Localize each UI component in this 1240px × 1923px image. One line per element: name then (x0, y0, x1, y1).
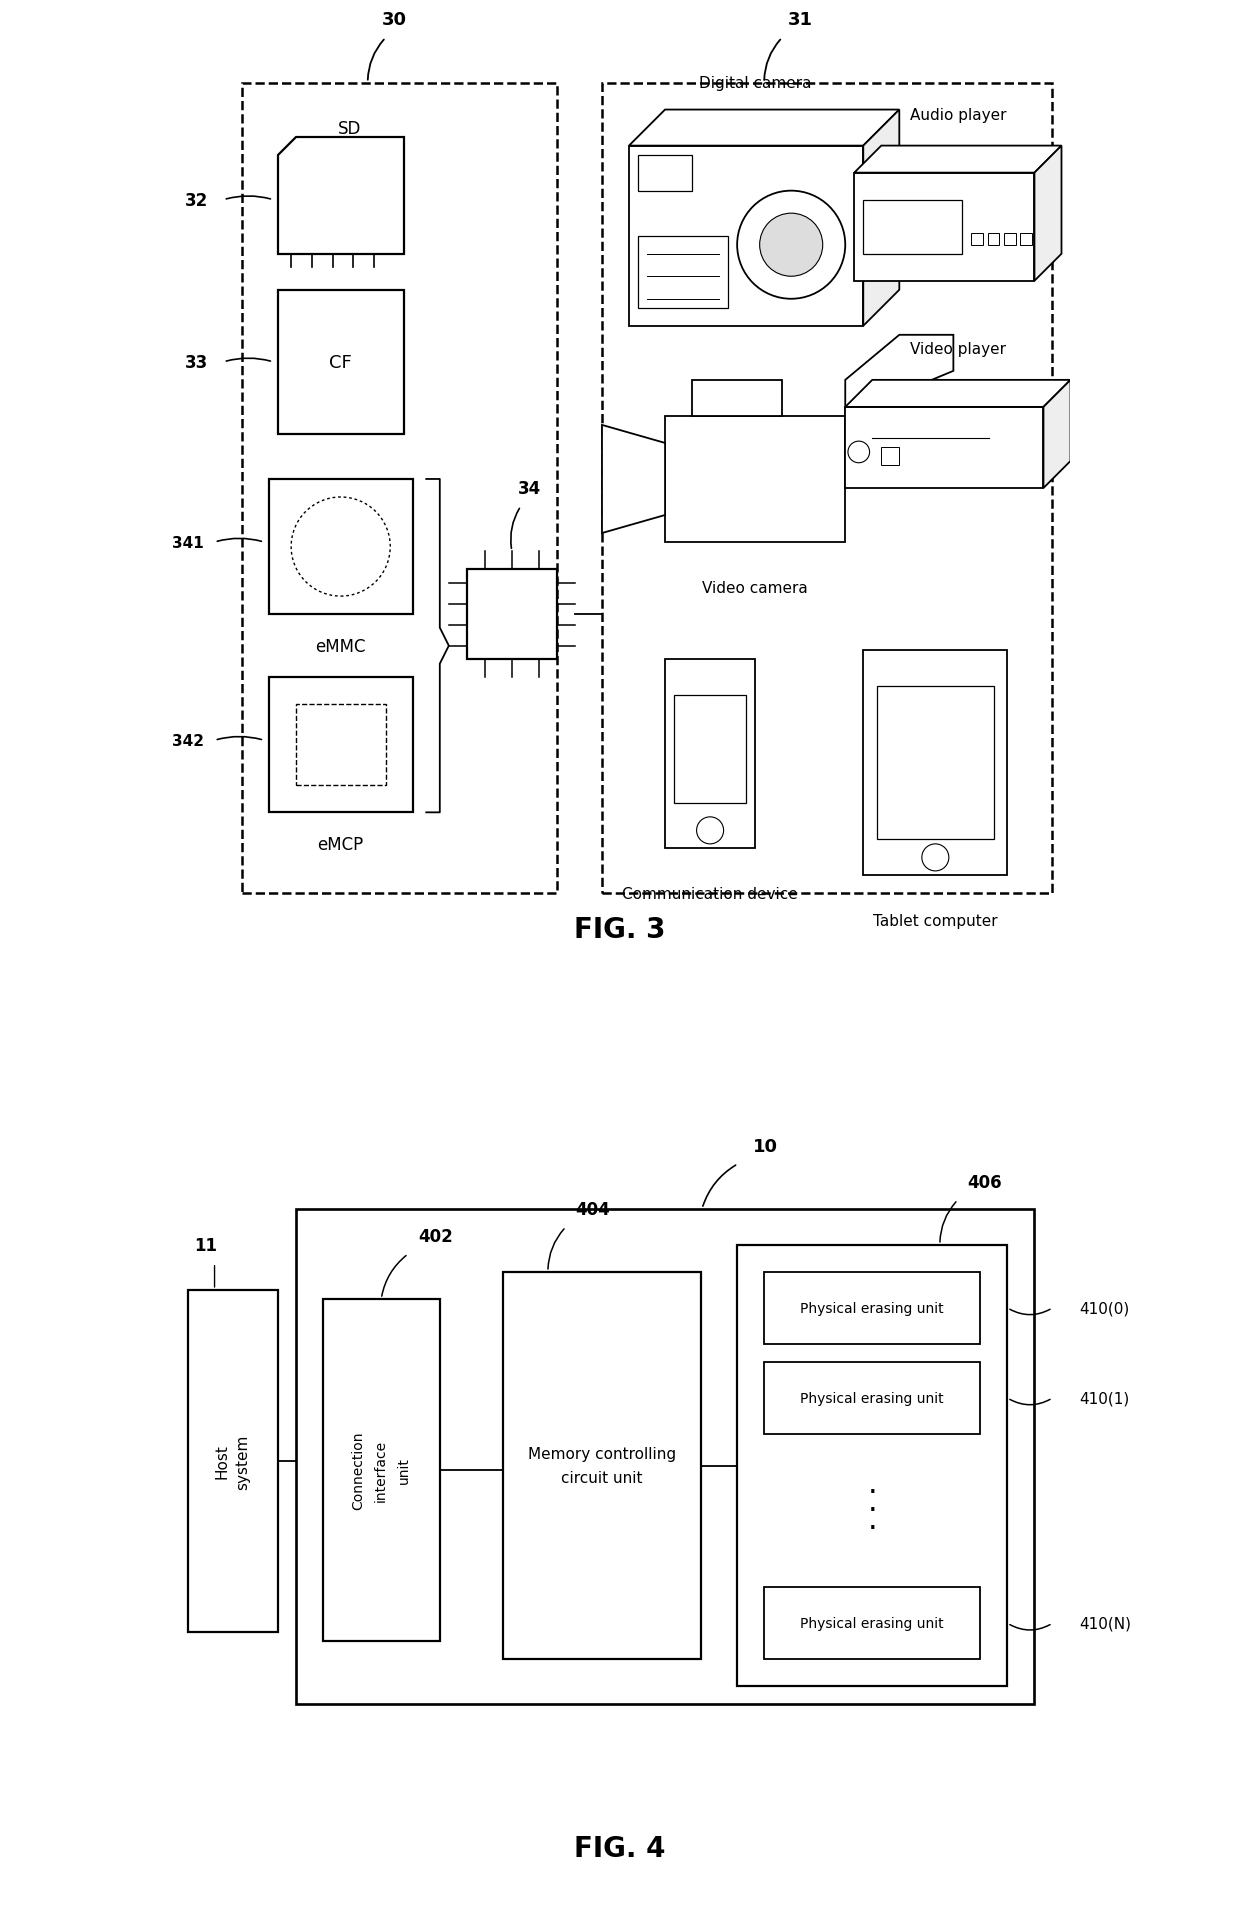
Bar (854, 173, 1034, 281)
Text: 406: 406 (967, 1173, 1002, 1190)
Polygon shape (629, 110, 899, 146)
Text: 30: 30 (382, 12, 407, 29)
Text: 404: 404 (575, 1200, 610, 1217)
Bar (692, 381, 782, 417)
Circle shape (760, 213, 822, 277)
Bar (639, 237, 728, 308)
Text: ·: · (868, 1479, 877, 1508)
Bar (1004, 235, 1016, 246)
Bar (278, 290, 404, 435)
Bar (764, 1273, 981, 1344)
Text: ·: · (868, 1496, 877, 1525)
Bar (503, 1273, 701, 1660)
Text: CF: CF (330, 354, 352, 371)
Text: 31: 31 (787, 12, 812, 29)
Polygon shape (601, 425, 665, 535)
Bar (639, 156, 692, 192)
Bar (863, 650, 1007, 877)
Polygon shape (846, 337, 954, 417)
Text: 11: 11 (193, 1236, 217, 1254)
Text: eMCP: eMCP (317, 835, 363, 854)
Bar (764, 1361, 981, 1435)
Text: 410(0): 410(0) (1080, 1300, 1130, 1315)
Polygon shape (278, 138, 404, 254)
Bar (882, 448, 899, 465)
Bar (466, 569, 557, 660)
Text: 32: 32 (185, 192, 208, 210)
Text: Physical erasing unit: Physical erasing unit (801, 1617, 944, 1631)
Text: SD: SD (339, 119, 361, 138)
Text: 34: 34 (518, 479, 542, 498)
Text: 341: 341 (171, 535, 203, 550)
Bar (187, 1290, 278, 1633)
Bar (665, 660, 755, 848)
Text: ·: · (868, 1513, 877, 1544)
Bar (737, 1246, 1007, 1686)
Bar (675, 696, 746, 804)
Text: eMMC: eMMC (315, 637, 366, 656)
Bar (877, 687, 994, 840)
Text: Connection
interface
unit: Connection interface unit (351, 1431, 410, 1510)
Text: 402: 402 (418, 1227, 453, 1246)
Text: FIG. 3: FIG. 3 (574, 915, 666, 944)
Text: Video camera: Video camera (702, 581, 808, 596)
Polygon shape (1044, 381, 1070, 488)
Bar (242, 83, 557, 894)
Text: 410(N): 410(N) (1080, 1615, 1132, 1631)
Text: Physical erasing unit: Physical erasing unit (801, 1390, 944, 1406)
Bar (295, 706, 386, 787)
Bar (987, 235, 999, 246)
Bar (269, 479, 413, 615)
Bar (629, 146, 863, 327)
Text: Digital camera: Digital camera (699, 77, 811, 90)
Bar (846, 408, 1044, 488)
Polygon shape (863, 110, 899, 327)
Polygon shape (854, 146, 1061, 173)
Bar (269, 677, 413, 813)
Polygon shape (1034, 146, 1061, 281)
Text: Host
system: Host system (215, 1435, 250, 1488)
Text: Memory controlling
circuit unit: Memory controlling circuit unit (528, 1446, 676, 1486)
Bar (295, 1210, 1034, 1704)
Circle shape (737, 192, 846, 300)
Text: Tablet computer: Tablet computer (873, 913, 998, 929)
Bar (665, 417, 846, 542)
Text: Communication device: Communication device (622, 887, 799, 902)
Bar (764, 1586, 981, 1660)
Text: Video player: Video player (910, 342, 1006, 356)
Bar (601, 83, 1053, 894)
Bar (863, 200, 962, 254)
Polygon shape (846, 381, 1070, 408)
Bar (322, 1300, 440, 1642)
Text: 33: 33 (185, 354, 208, 371)
Text: 10: 10 (753, 1136, 777, 1156)
Text: FIG. 4: FIG. 4 (574, 1835, 666, 1863)
Bar (1021, 235, 1032, 246)
Text: Audio player: Audio player (910, 108, 1006, 123)
Text: 342: 342 (171, 733, 203, 748)
Text: 410(1): 410(1) (1080, 1390, 1130, 1406)
Bar (971, 235, 983, 246)
Text: Physical erasing unit: Physical erasing unit (801, 1302, 944, 1315)
